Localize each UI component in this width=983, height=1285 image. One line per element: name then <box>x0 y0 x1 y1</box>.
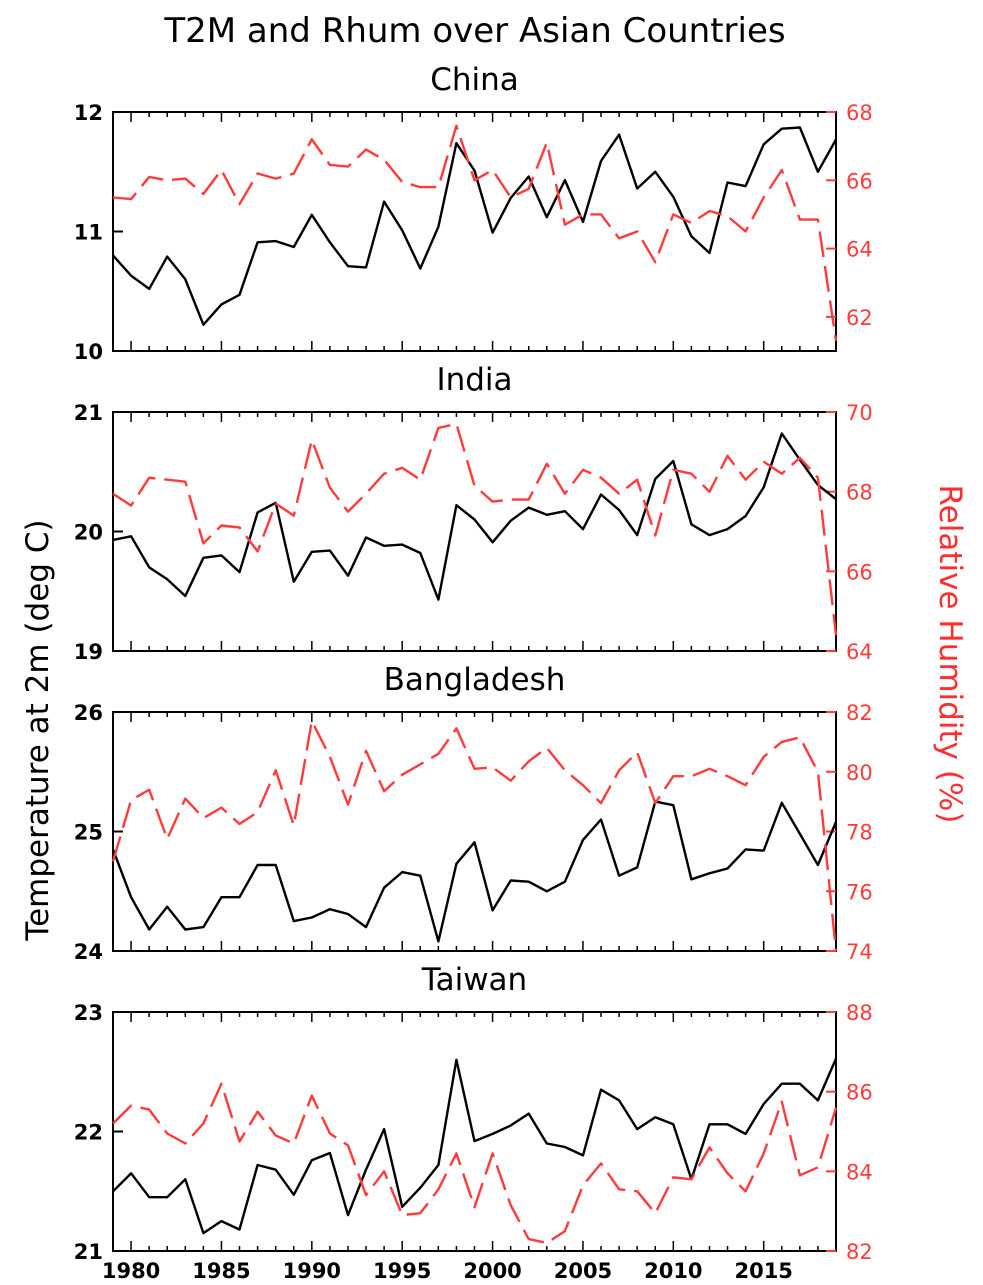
right-tick-label: 82 <box>846 701 873 725</box>
panel-india: India 19 20 21 64 66 68 70 <box>74 362 873 664</box>
right-tick-label: 84 <box>846 1160 873 1184</box>
left-tick-label: 12 <box>74 101 103 125</box>
left-tick-label: 11 <box>74 221 103 245</box>
right-axis-label: Relative Humidity (%) <box>932 485 968 824</box>
panels: China 10 11 12 62 64 66 68 India 19 20 21 64 66 68 70 Ba… <box>74 62 873 1283</box>
x-tick-label: 1980 <box>102 1259 160 1283</box>
right-tick-label: 64 <box>846 238 873 262</box>
panel-title: Taiwan <box>421 962 527 998</box>
left-tick-label: 21 <box>74 1240 103 1264</box>
x-tick-label: 2010 <box>644 1259 702 1283</box>
temperature-series-line <box>112 1058 838 1235</box>
right-tick-label: 62 <box>846 306 873 330</box>
humidity-series-line <box>111 719 838 952</box>
right-tick-label: 66 <box>846 560 873 584</box>
x-tick-label: 1990 <box>283 1259 341 1283</box>
right-tick-label: 74 <box>846 940 873 964</box>
panel-title: China <box>430 62 519 98</box>
left-tick-label: 26 <box>74 701 103 725</box>
x-tick-label: 1985 <box>192 1259 250 1283</box>
x-tick-label: 2005 <box>554 1259 612 1283</box>
temperature-series-line <box>111 800 838 943</box>
x-tick-label: 2000 <box>463 1259 521 1283</box>
panel-title: Bangladesh <box>384 662 566 698</box>
left-tick-label: 19 <box>74 640 103 664</box>
temperature-series-line <box>112 432 837 601</box>
temperature-series-line <box>112 126 838 326</box>
right-tick-label: 76 <box>846 880 873 904</box>
plot-frame <box>112 411 837 652</box>
panel-taiwan: Taiwan 21 22 23 82 84 86 88 1980 1985 1990 1995 2000… <box>74 962 873 1283</box>
panel-bangladesh: Bangladesh 24 25 26 74 76 78 80 82 <box>74 662 873 964</box>
left-axis-label: Temperature at 2m (deg C) <box>20 519 56 941</box>
right-tick-label: 86 <box>846 1081 873 1105</box>
left-tick-label: 25 <box>74 821 103 845</box>
left-tick-label: 10 <box>74 340 103 364</box>
chart-title: T2M and Rhum over Asian Countries <box>163 11 785 51</box>
right-tick-label: 68 <box>846 101 873 125</box>
x-tick-label: 2015 <box>734 1259 792 1283</box>
panel-china: China 10 11 12 62 64 66 68 <box>74 62 873 364</box>
left-tick-label: 21 <box>74 401 103 425</box>
left-tick-label: 22 <box>74 1121 103 1145</box>
right-tick-label: 80 <box>846 761 873 785</box>
left-tick-label: 23 <box>74 1001 103 1025</box>
left-tick-label: 24 <box>74 940 103 964</box>
right-tick-label: 68 <box>846 481 873 505</box>
humidity-series-line <box>112 1082 838 1245</box>
x-tick-label: 1995 <box>373 1259 431 1283</box>
right-tick-label: 82 <box>846 1240 873 1264</box>
right-tick-label: 66 <box>846 169 873 193</box>
plot-frame <box>112 711 837 952</box>
right-tick-label: 70 <box>846 401 873 425</box>
plot-frame <box>112 1011 837 1252</box>
right-tick-label: 78 <box>846 821 873 845</box>
right-tick-label: 88 <box>846 1001 873 1025</box>
left-tick-label: 20 <box>74 521 103 545</box>
panel-title: India <box>436 362 512 398</box>
humidity-series-line <box>112 124 838 341</box>
humidity-series-line <box>112 422 838 636</box>
right-tick-label: 64 <box>846 640 873 664</box>
plot-frame <box>112 111 837 352</box>
